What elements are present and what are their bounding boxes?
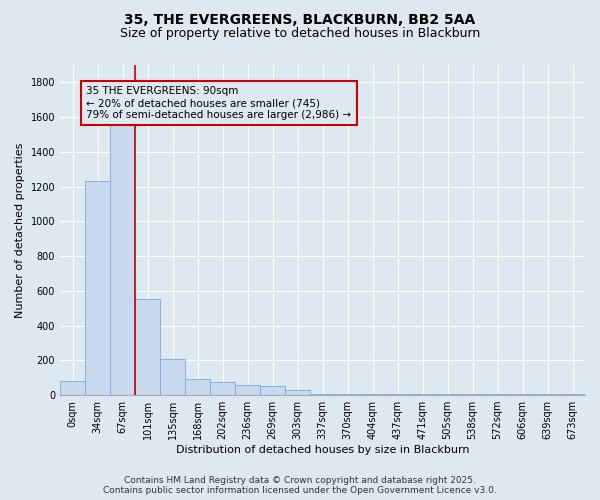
- Bar: [335, 394, 360, 395]
- Bar: [285, 390, 310, 395]
- Text: Contains HM Land Registry data © Crown copyright and database right 2025.
Contai: Contains HM Land Registry data © Crown c…: [103, 476, 497, 495]
- Bar: [110, 108, 135, 395]
- Bar: [485, 394, 510, 395]
- Bar: [60, 381, 85, 395]
- Bar: [260, 386, 285, 395]
- Text: 35, THE EVERGREENS, BLACKBURN, BB2 5AA: 35, THE EVERGREENS, BLACKBURN, BB2 5AA: [124, 12, 476, 26]
- Bar: [85, 182, 110, 395]
- Bar: [435, 394, 460, 395]
- Bar: [210, 382, 235, 395]
- Bar: [560, 394, 585, 395]
- Bar: [160, 358, 185, 395]
- Bar: [185, 378, 210, 395]
- X-axis label: Distribution of detached houses by size in Blackburn: Distribution of detached houses by size …: [176, 445, 469, 455]
- Bar: [510, 394, 535, 395]
- Y-axis label: Number of detached properties: Number of detached properties: [15, 142, 25, 318]
- Text: 35 THE EVERGREENS: 90sqm
← 20% of detached houses are smaller (745)
79% of semi-: 35 THE EVERGREENS: 90sqm ← 20% of detach…: [86, 86, 352, 120]
- Bar: [235, 384, 260, 395]
- Bar: [310, 394, 335, 395]
- Bar: [385, 394, 410, 395]
- Text: Size of property relative to detached houses in Blackburn: Size of property relative to detached ho…: [120, 28, 480, 40]
- Bar: [410, 394, 435, 395]
- Bar: [360, 394, 385, 395]
- Bar: [135, 298, 160, 395]
- Bar: [460, 394, 485, 395]
- Bar: [535, 394, 560, 395]
